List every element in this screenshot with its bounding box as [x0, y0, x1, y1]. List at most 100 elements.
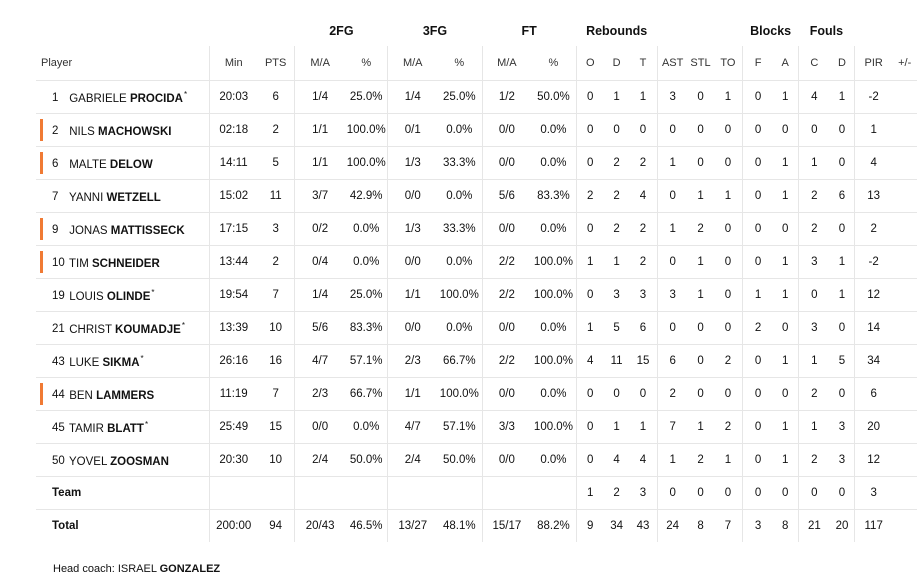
player-last-name: LAMMERS: [96, 389, 155, 402]
starter-mark: *: [183, 89, 188, 99]
stat-ft-made-att: 5/6: [481, 179, 532, 213]
stat-fouls-committed: 4: [797, 80, 830, 114]
col-blk-a: A: [781, 57, 789, 69]
team-empty: [294, 476, 345, 510]
col-pts: PTS: [264, 57, 287, 69]
group-3fg: 3FG: [422, 24, 448, 38]
team-stat-t: 3: [629, 476, 658, 510]
total-stat-ast: 24: [656, 509, 688, 542]
box-score-table: 2FG 3FG FT Rebounds Blocks Fouls Player …: [36, 16, 917, 542]
stat-reb-offensive: 2: [575, 179, 604, 213]
stat-ft-pct: 50.0%: [531, 80, 577, 114]
stat-pts: 5: [257, 146, 295, 180]
stat-plus-minus: [892, 311, 917, 345]
player-first-name: BEN: [69, 389, 93, 402]
stat-2fg-pct: 100.0%: [344, 146, 388, 180]
total-stat-fg3: 13/27: [387, 509, 438, 542]
stat-ft-pct: 0.0%: [531, 212, 577, 246]
stat-pir: 6: [854, 377, 893, 411]
stat-reb-total: 4: [629, 443, 658, 477]
stat-3fg-pct: 57.1%: [437, 410, 483, 444]
starter-mark: *: [151, 287, 155, 297]
player-first-name: NILS: [69, 125, 95, 138]
player-cell: 21 CHRIST KOUMADJE*: [36, 311, 210, 345]
total-stat-to: 7: [713, 509, 743, 542]
stat-assists: 1: [656, 146, 688, 180]
stat-2fg-pct: 25.0%: [344, 80, 388, 114]
stat-2fg-pct: 25.0%: [344, 278, 388, 312]
stat-plus-minus: [892, 146, 917, 180]
stat-reb-total: 2: [629, 146, 658, 180]
stat-steals: 0: [687, 344, 714, 378]
stat-reb-defensive: 1: [603, 245, 630, 279]
stat-pts: 10: [257, 443, 295, 477]
stat-3fg-pct: 25.0%: [437, 80, 483, 114]
player-row: 43 LUKE SIKMA* 26:16 16 4/7 57.1% 2/3 66.7% 2/2…: [36, 344, 917, 378]
team-empty: [892, 476, 917, 510]
stat-fouls-committed: 3: [797, 245, 830, 279]
stat-turnovers: 1: [713, 179, 743, 213]
stat-2fg-pct: 83.3%: [344, 311, 388, 345]
stat-fouls-drawn: 1: [829, 278, 855, 312]
stat-blocks-against: 1: [772, 443, 799, 477]
stat-reb-total: 15: [629, 344, 658, 378]
stat-reb-defensive: 1: [603, 80, 630, 114]
stat-3fg-made-att: 1/3: [387, 146, 438, 180]
stat-fouls-drawn: 6: [829, 179, 855, 213]
stat-min: 17:15: [209, 212, 257, 246]
stat-pir: 12: [854, 443, 893, 477]
stat-3fg-made-att: 0/1: [387, 113, 438, 147]
stat-reb-defensive: 0: [603, 113, 630, 147]
stat-3fg-made-att: 4/7: [387, 410, 438, 444]
player-cell: 1 GABRIELE PROCIDA*: [36, 80, 210, 114]
stat-assists: 0: [656, 245, 688, 279]
stat-reb-offensive: 0: [575, 443, 604, 477]
stat-min: 15:02: [209, 179, 257, 213]
total-stat-stl: 8: [687, 509, 714, 542]
stat-blocks-for: 0: [742, 344, 773, 378]
stat-fouls-committed: 2: [797, 179, 830, 213]
stat-3fg-pct: 33.3%: [437, 212, 483, 246]
col-reb-t: T: [639, 57, 647, 69]
team-stat-fd: 0: [829, 476, 855, 510]
stat-plus-minus: [892, 377, 917, 411]
stat-blocks-for: 0: [742, 113, 773, 147]
stat-steals: 0: [687, 311, 714, 345]
team-empty: [481, 476, 532, 510]
team-row: Team 1 2 3 0 0 0 0 0 0 0 3: [36, 476, 917, 510]
player-number: 1: [52, 92, 59, 105]
stat-3fg-pct: 0.0%: [437, 179, 483, 213]
stat-steals: 0: [687, 113, 714, 147]
col-3fg-ma: M/A: [387, 46, 438, 81]
player-number: 6: [52, 158, 59, 171]
stat-turnovers: 2: [713, 344, 743, 378]
stat-2fg-made-att: 0/4: [294, 245, 345, 279]
stat-plus-minus: [892, 344, 917, 378]
team-label: Team: [36, 476, 210, 510]
stat-2fg-made-att: 1/4: [294, 278, 345, 312]
stat-steals: 0: [687, 377, 714, 411]
col-pir: PIR: [854, 46, 893, 81]
total-stat-o: 9: [575, 509, 604, 542]
starter-mark: *: [181, 320, 185, 330]
stat-ft-pct: 100.0%: [531, 410, 577, 444]
stat-turnovers: 0: [713, 377, 743, 411]
stat-ft-made-att: 0/0: [481, 377, 532, 411]
player-last-name: ZOOSMAN: [110, 455, 169, 468]
player-row: 45 TAMIR BLATT* 25:49 15 0/0 0.0% 4/7 57.1% 3/3…: [36, 410, 917, 444]
stat-blocks-for: 0: [742, 179, 773, 213]
team-stat-to: 0: [713, 476, 743, 510]
team-stat-fc: 0: [797, 476, 830, 510]
total-label: Total: [36, 509, 210, 542]
stat-ft-made-att: 2/2: [481, 278, 532, 312]
player-number: 10: [52, 257, 65, 270]
stat-fouls-drawn: 3: [829, 443, 855, 477]
col-reb-o: O: [575, 46, 604, 81]
stat-reb-total: 3: [629, 278, 658, 312]
stat-plus-minus: [892, 179, 917, 213]
stat-3fg-pct: 66.7%: [437, 344, 483, 378]
stat-ft-pct: 0.0%: [531, 443, 577, 477]
col-reb-d: D: [612, 57, 621, 69]
stat-pts: 16: [257, 344, 295, 378]
team-empty: [209, 476, 257, 510]
